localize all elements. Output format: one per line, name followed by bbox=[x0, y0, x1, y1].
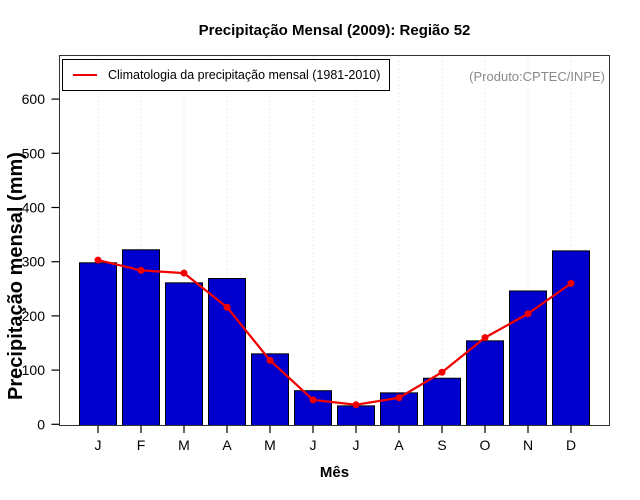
x-tick-label: J bbox=[353, 437, 360, 453]
bar bbox=[251, 353, 289, 426]
y-tick-label: 0 bbox=[37, 416, 45, 432]
climatology-point bbox=[94, 256, 102, 264]
y-tick-label: 500 bbox=[22, 145, 46, 161]
x-tick-label: M bbox=[264, 437, 276, 453]
climatology-line bbox=[96, 258, 573, 406]
x-tick-label: F bbox=[137, 437, 146, 453]
bar bbox=[423, 377, 461, 427]
x-tick-label: J bbox=[95, 437, 102, 453]
bar bbox=[294, 390, 332, 427]
y-tick-label: 400 bbox=[22, 200, 46, 216]
x-tick-label: M bbox=[178, 437, 190, 453]
x-tick-label: A bbox=[222, 437, 232, 453]
climatology-point bbox=[137, 266, 145, 274]
bar bbox=[208, 278, 246, 427]
climatology-point bbox=[223, 303, 231, 311]
climatology-point bbox=[567, 279, 575, 287]
bar bbox=[122, 249, 160, 426]
bar bbox=[165, 282, 203, 427]
x-tick-label: D bbox=[566, 437, 576, 453]
climatology-point bbox=[481, 334, 489, 342]
bar bbox=[552, 250, 590, 426]
bar bbox=[466, 340, 504, 426]
climatology-point bbox=[309, 396, 317, 404]
bar bbox=[337, 405, 375, 427]
product-watermark: (Produto:CPTEC/INPE) bbox=[469, 69, 605, 84]
y-tick-label: 100 bbox=[22, 362, 46, 378]
x-axis-title: Mês bbox=[319, 464, 350, 481]
x-tick-label: S bbox=[437, 437, 446, 453]
legend: Climatologia da precipitação mensal (198… bbox=[62, 59, 390, 91]
climatology-point bbox=[352, 401, 360, 409]
legend-line-sample bbox=[73, 73, 97, 77]
climatology-point bbox=[524, 310, 532, 318]
climatology-point bbox=[438, 368, 446, 376]
y-tick-label: 200 bbox=[22, 308, 46, 324]
climatology-point bbox=[180, 269, 188, 277]
x-tick-label: N bbox=[523, 437, 533, 453]
bar bbox=[79, 262, 117, 426]
x-tick-label: J bbox=[310, 437, 317, 453]
bar bbox=[380, 392, 418, 427]
climatology-point bbox=[395, 394, 403, 402]
chart-title: Precipitação Mensal (2009): Região 52 bbox=[198, 22, 471, 39]
y-tick-label: 300 bbox=[22, 254, 46, 270]
climatology-point bbox=[266, 356, 274, 364]
y-tick-label: 600 bbox=[22, 91, 46, 107]
legend-label: Climatologia da precipitação mensal (198… bbox=[108, 68, 381, 82]
y-axis-title: Precipitação mensal (mm) bbox=[5, 152, 27, 400]
x-tick-label: A bbox=[394, 437, 404, 453]
x-tick-label: O bbox=[480, 437, 491, 453]
plot-frame bbox=[59, 55, 610, 426]
